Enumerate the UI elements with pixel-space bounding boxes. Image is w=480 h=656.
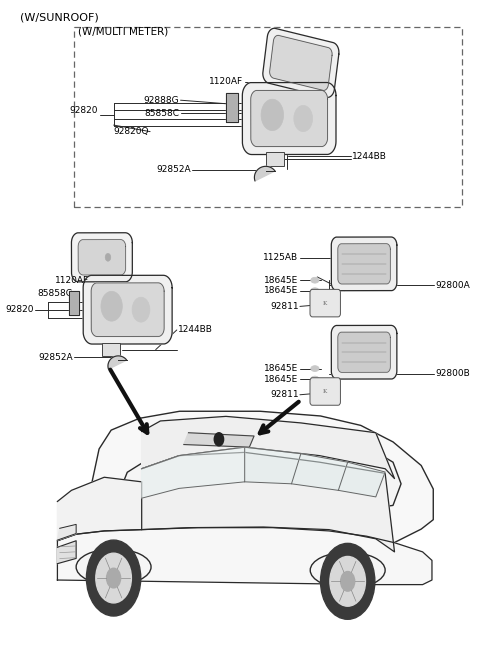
- Ellipse shape: [76, 549, 151, 585]
- Polygon shape: [142, 417, 395, 479]
- Text: 18645E: 18645E: [264, 375, 299, 384]
- Ellipse shape: [311, 365, 319, 371]
- Text: 1120AF: 1120AF: [55, 276, 89, 285]
- Circle shape: [96, 553, 132, 603]
- Text: 1244BB: 1244BB: [352, 152, 387, 161]
- Circle shape: [86, 540, 141, 616]
- Polygon shape: [142, 447, 245, 498]
- Polygon shape: [59, 411, 433, 571]
- Circle shape: [261, 99, 284, 131]
- Polygon shape: [338, 244, 390, 284]
- Text: 92820Q: 92820Q: [113, 127, 149, 136]
- Polygon shape: [184, 433, 254, 447]
- Polygon shape: [270, 35, 332, 91]
- Polygon shape: [251, 91, 327, 146]
- Polygon shape: [263, 28, 339, 98]
- Bar: [74, 27, 462, 207]
- Text: 18645E: 18645E: [264, 364, 299, 373]
- Ellipse shape: [311, 288, 319, 294]
- Text: (W/SUNROOF): (W/SUNROOF): [20, 12, 99, 22]
- Ellipse shape: [311, 376, 319, 382]
- Polygon shape: [78, 239, 126, 275]
- Text: 92852A: 92852A: [38, 353, 73, 362]
- Circle shape: [321, 543, 375, 619]
- Text: 1120AF: 1120AF: [209, 77, 243, 87]
- Polygon shape: [58, 478, 142, 541]
- Ellipse shape: [310, 552, 385, 588]
- FancyBboxPatch shape: [310, 289, 340, 317]
- Bar: [266, 152, 285, 167]
- FancyBboxPatch shape: [310, 378, 340, 405]
- Circle shape: [107, 568, 120, 588]
- Polygon shape: [331, 237, 397, 291]
- Circle shape: [341, 571, 355, 591]
- Text: 92888G: 92888G: [144, 96, 179, 105]
- Polygon shape: [226, 93, 238, 122]
- Text: 92820: 92820: [5, 305, 34, 314]
- Polygon shape: [331, 325, 397, 379]
- Text: 18645E: 18645E: [264, 286, 299, 295]
- Polygon shape: [69, 291, 79, 315]
- Circle shape: [105, 253, 111, 261]
- Text: K: K: [323, 300, 327, 306]
- Text: 92852A: 92852A: [156, 165, 191, 174]
- Text: 92820: 92820: [70, 106, 98, 115]
- Ellipse shape: [311, 277, 319, 283]
- Circle shape: [294, 106, 312, 132]
- Polygon shape: [58, 524, 76, 540]
- Polygon shape: [91, 283, 164, 337]
- Text: 92811: 92811: [270, 390, 299, 400]
- Text: 1244BB: 1244BB: [178, 325, 213, 335]
- Circle shape: [101, 291, 122, 321]
- Polygon shape: [111, 438, 401, 512]
- Text: K: K: [323, 389, 327, 394]
- Polygon shape: [254, 167, 275, 181]
- Text: 1125AB: 1125AB: [264, 253, 299, 262]
- Text: 92811: 92811: [270, 302, 299, 311]
- Polygon shape: [142, 453, 395, 552]
- Text: 92800B: 92800B: [436, 369, 470, 379]
- Polygon shape: [108, 356, 127, 369]
- Text: 18645E: 18645E: [264, 276, 299, 285]
- Polygon shape: [58, 527, 432, 584]
- Polygon shape: [245, 447, 301, 483]
- Text: 85858C: 85858C: [38, 289, 73, 298]
- Polygon shape: [242, 83, 336, 155]
- Polygon shape: [58, 541, 76, 564]
- Bar: [102, 343, 120, 356]
- Polygon shape: [338, 462, 385, 497]
- Text: 85858C: 85858C: [144, 109, 179, 118]
- Polygon shape: [72, 233, 132, 282]
- Polygon shape: [83, 276, 172, 344]
- Polygon shape: [338, 332, 390, 373]
- Polygon shape: [291, 454, 348, 490]
- Circle shape: [214, 433, 224, 446]
- Text: 92800A: 92800A: [436, 281, 470, 290]
- Text: (W/MULTI METER): (W/MULTI METER): [79, 26, 169, 37]
- Circle shape: [330, 556, 365, 606]
- Circle shape: [132, 297, 150, 322]
